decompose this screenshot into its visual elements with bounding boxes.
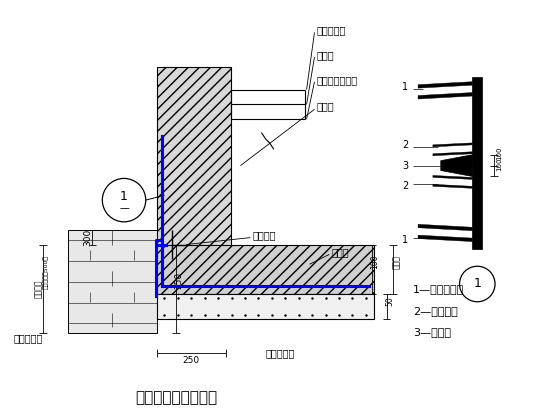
Text: 100: 100: [370, 255, 379, 269]
Text: 50: 50: [385, 297, 394, 306]
Text: 3: 3: [402, 160, 408, 171]
Polygon shape: [433, 152, 472, 156]
Polygon shape: [433, 143, 472, 147]
Polygon shape: [156, 67, 231, 294]
Text: 砼墙体: 砼墙体: [316, 101, 334, 111]
Text: 1: 1: [120, 190, 128, 203]
Text: 永久保护墙: 永久保护墙: [14, 333, 43, 343]
Text: 1—卷材防水层: 1—卷材防水层: [413, 284, 464, 294]
Text: 砼底板: 砼底板: [331, 248, 349, 257]
Polygon shape: [418, 82, 472, 88]
Text: —: —: [119, 203, 129, 213]
Text: 止水钢板: 止水钢板: [252, 230, 276, 241]
Text: （人防外墙500）: （人防外墙500）: [44, 255, 49, 289]
Text: 300: 300: [83, 228, 92, 246]
Text: 卷材附加层: 卷材附加层: [265, 348, 295, 358]
Polygon shape: [433, 184, 472, 188]
Text: 1: 1: [473, 277, 481, 290]
Polygon shape: [156, 245, 374, 294]
Text: 底板厚: 底板厚: [392, 255, 401, 269]
Text: 1: 1: [402, 82, 408, 92]
Text: 2: 2: [402, 140, 408, 150]
Text: 250: 250: [175, 272, 184, 289]
Polygon shape: [156, 294, 374, 318]
Polygon shape: [68, 230, 156, 334]
Polygon shape: [418, 93, 472, 99]
Text: 3—盖缝条: 3—盖缝条: [413, 327, 451, 337]
Text: 250: 250: [182, 357, 199, 365]
Text: 1: 1: [402, 235, 408, 245]
Text: 100: 100: [496, 147, 502, 160]
Polygon shape: [433, 176, 472, 179]
Text: 防水层: 防水层: [316, 50, 334, 60]
Text: 导墙及防水细部做法: 导墙及防水细部做法: [135, 390, 218, 405]
Text: 防水保护层: 防水保护层: [316, 26, 346, 36]
Polygon shape: [472, 77, 482, 249]
Text: 2—密封材料: 2—密封材料: [413, 305, 458, 316]
Polygon shape: [418, 235, 472, 242]
Polygon shape: [418, 224, 472, 231]
Text: 底板厚度: 底板厚度: [34, 280, 42, 298]
Text: 水泥沙浆找平层: 水泥沙浆找平层: [316, 75, 358, 85]
Text: 2: 2: [402, 181, 408, 191]
Polygon shape: [441, 155, 472, 176]
Text: 100: 100: [496, 158, 502, 171]
